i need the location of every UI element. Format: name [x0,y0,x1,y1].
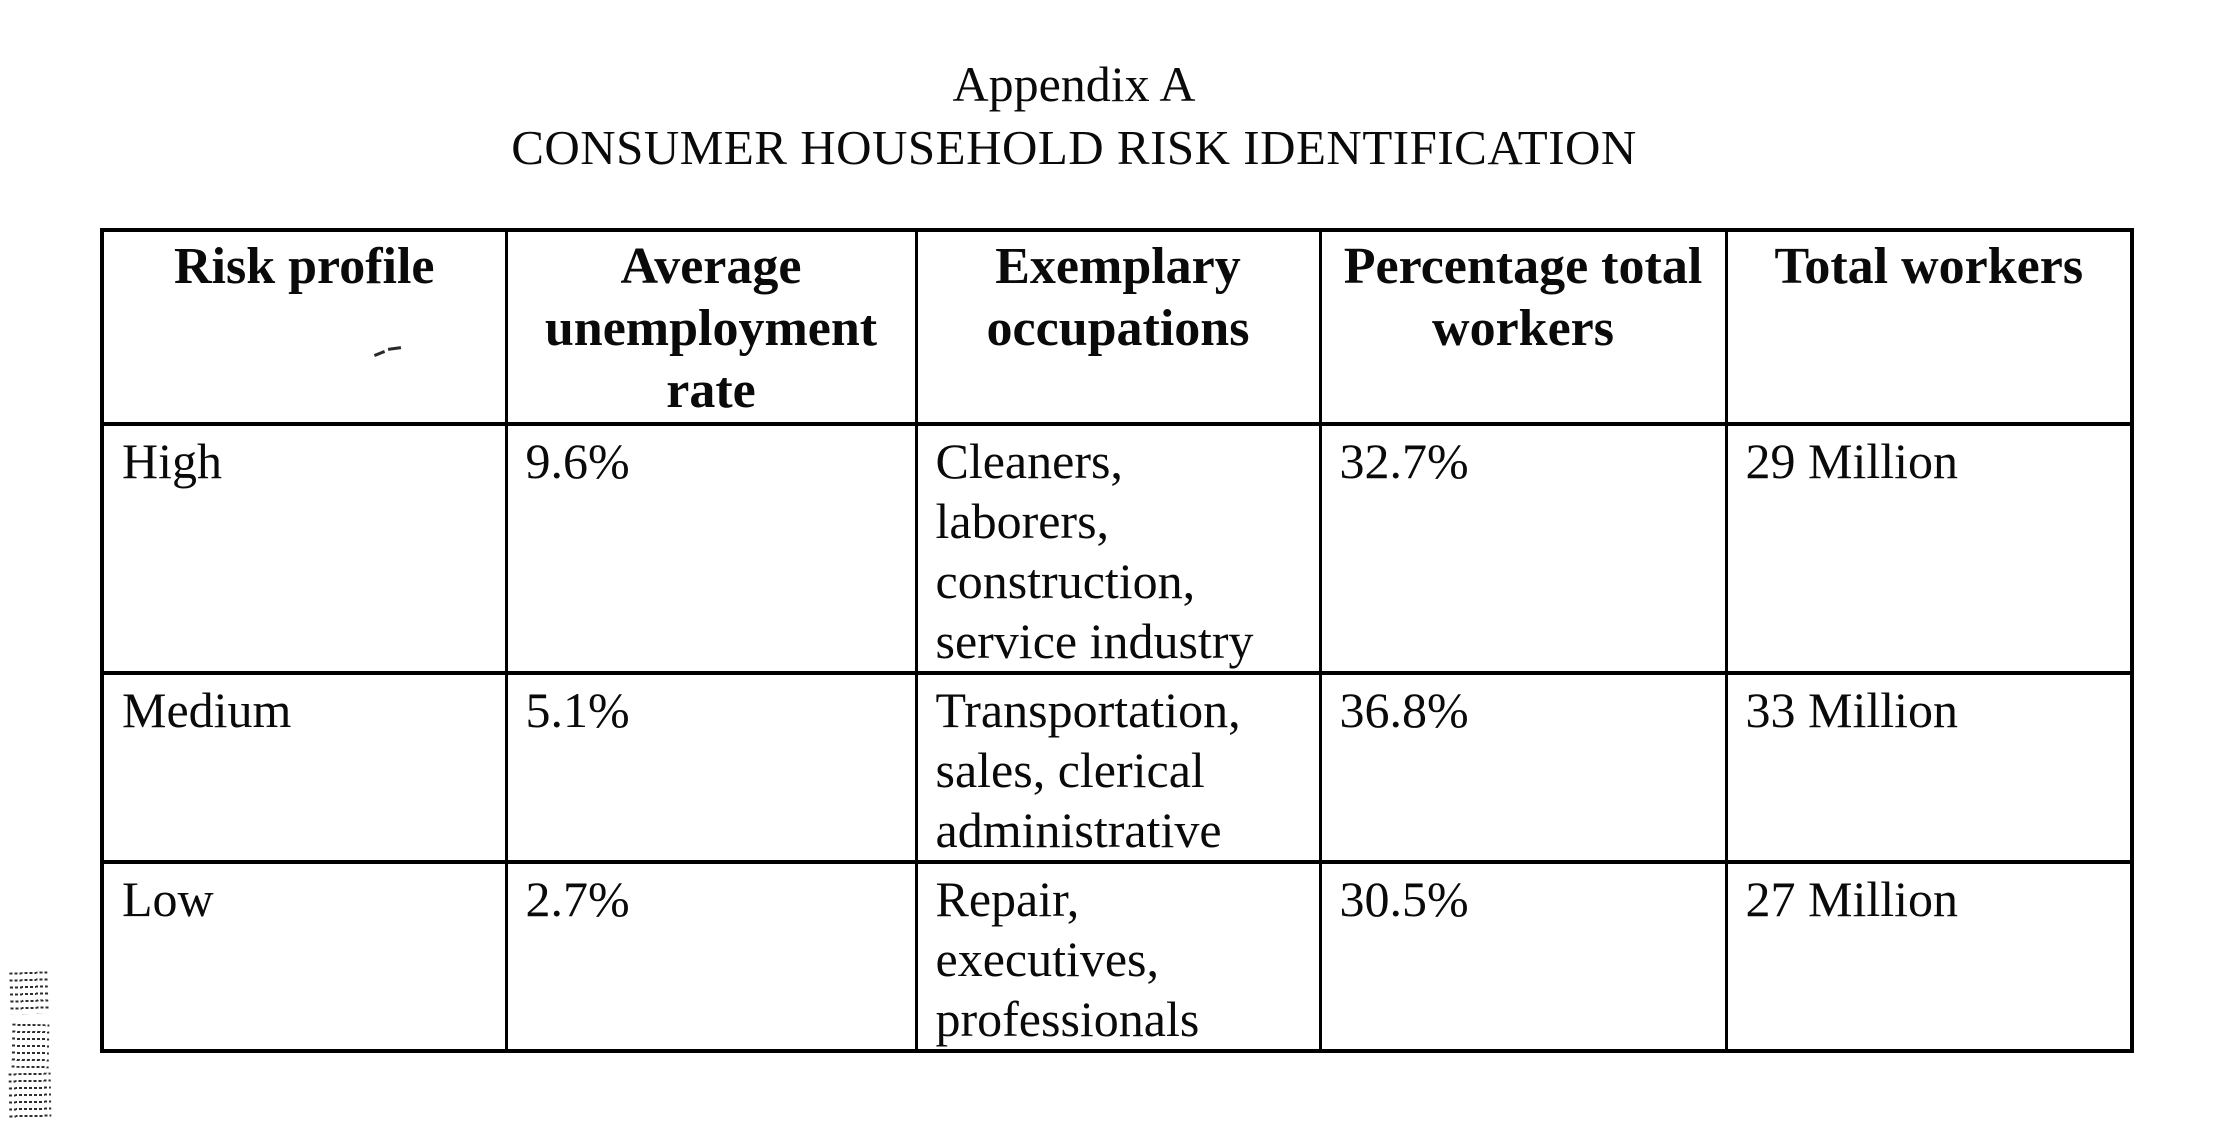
cell-unemployment-rate: 2.7% [504,860,918,1053]
pencil-mark-artifact [373,344,404,358]
col-header-average-unemployment-rate: Average unemployment rate [504,228,918,426]
col-header-percentage-total-workers: Percentage total workers [1318,228,1728,426]
table-header-row: Risk profile Average unemployment rate E… [100,228,2134,426]
table-row-medium: Medium 5.1% Transportation, sales, cleri… [100,671,2134,864]
risk-identification-table: Risk profile Average unemployment rate E… [100,228,2134,1053]
page-title: CONSUMER HOUSEHOLD RISK IDENTIFICATION [511,120,1637,175]
col-header-exemplary-occupations: Exemplary occupations [914,228,1322,426]
pencil-mark-stroke [387,346,402,351]
col-header-risk-profile: Risk profile [100,228,508,426]
appendix-label: Appendix A [952,56,1196,112]
scan-artifact [9,971,49,1015]
scan-artifact [11,1023,50,1069]
cell-percentage-total-workers: 32.7% [1318,422,1728,675]
table-row-high: High 9.6% Cleaners, laborers, constructi… [100,422,2134,675]
cell-exemplary-occupations: Cleaners, laborers, construction, servic… [914,422,1322,675]
scan-artifact [8,1072,52,1122]
cell-risk-profile: Medium [100,671,508,864]
cell-risk-profile: Low [100,860,508,1053]
cell-risk-profile: High [100,422,508,675]
col-header-total-workers: Total workers [1724,228,2134,426]
pencil-mark-stroke [373,350,386,357]
cell-exemplary-occupations: Transportation, sales, clerical administ… [914,671,1322,864]
document-title-block: Appendix A CONSUMER HOUSEHOLD RISK IDENT… [0,52,2148,180]
cell-total-workers: 27 Million [1724,860,2134,1053]
cell-total-workers: 29 Million [1724,422,2134,675]
cell-total-workers: 33 Million [1724,671,2134,864]
cell-unemployment-rate: 9.6% [504,422,918,675]
cell-percentage-total-workers: 36.8% [1318,671,1728,864]
table-row-low: Low 2.7% Repair, executives, professiona… [100,860,2134,1053]
cell-exemplary-occupations: Repair, executives, professionals [914,860,1322,1053]
cell-percentage-total-workers: 30.5% [1318,860,1728,1053]
cell-unemployment-rate: 5.1% [504,671,918,864]
